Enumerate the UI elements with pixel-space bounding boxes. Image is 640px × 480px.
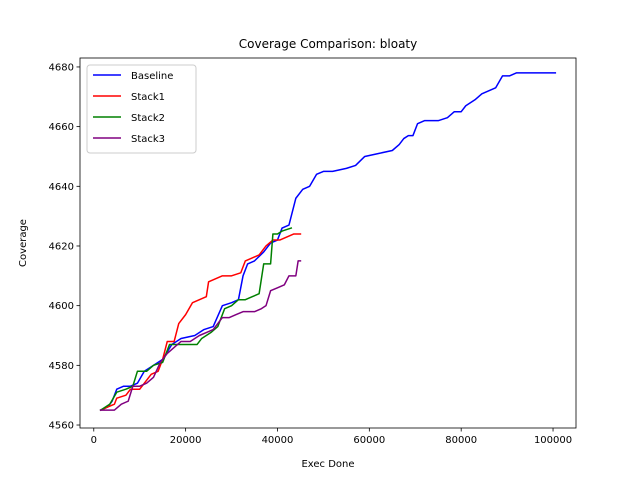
x-tick-label: 100000 [534,435,572,446]
legend: Baseline Stack1 Stack2 Stack3 [86,64,197,154]
legend-box [86,64,197,154]
y-tick-label: 4560 [49,421,74,432]
series-line-stack3 [99,260,302,411]
legend-label-baseline: Baseline [131,71,173,82]
legend-label-stack3: Stack3 [131,134,165,145]
legend-label-stack2: Stack2 [131,113,165,124]
y-tick-label: 4640 [49,182,74,193]
series-lines [99,72,557,412]
x-tick-label: 80000 [445,435,477,446]
y-tick-label: 4660 [49,122,74,133]
x-axis-label: Exec Done [301,459,354,470]
x-tick-label: 0 [91,435,97,446]
series-line-stack2 [99,227,293,412]
y-tick-label: 4580 [49,361,74,372]
y-axis-label: Coverage [18,219,29,267]
axes-frame [79,57,577,429]
legend-label-stack1: Stack1 [131,92,165,103]
chart-title: Coverage Comparison: bloaty [239,37,417,51]
x-tick-label: 20000 [170,435,202,446]
y-tick-label: 4600 [49,301,74,312]
y-axis-ticks: 4560 4580 4600 4620 4640 4660 4680 [49,62,80,432]
x-tick-label: 40000 [262,435,294,446]
y-tick-label: 4680 [49,62,74,73]
x-axis-ticks: 0 20000 40000 60000 80000 100000 [91,428,572,446]
y-tick-label: 4620 [49,241,74,252]
x-tick-label: 60000 [353,435,385,446]
